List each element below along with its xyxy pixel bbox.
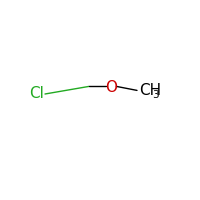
- Text: CH: CH: [139, 83, 161, 98]
- Text: O: O: [105, 80, 117, 95]
- Text: Cl: Cl: [29, 86, 44, 100]
- Text: 3: 3: [153, 90, 159, 100]
